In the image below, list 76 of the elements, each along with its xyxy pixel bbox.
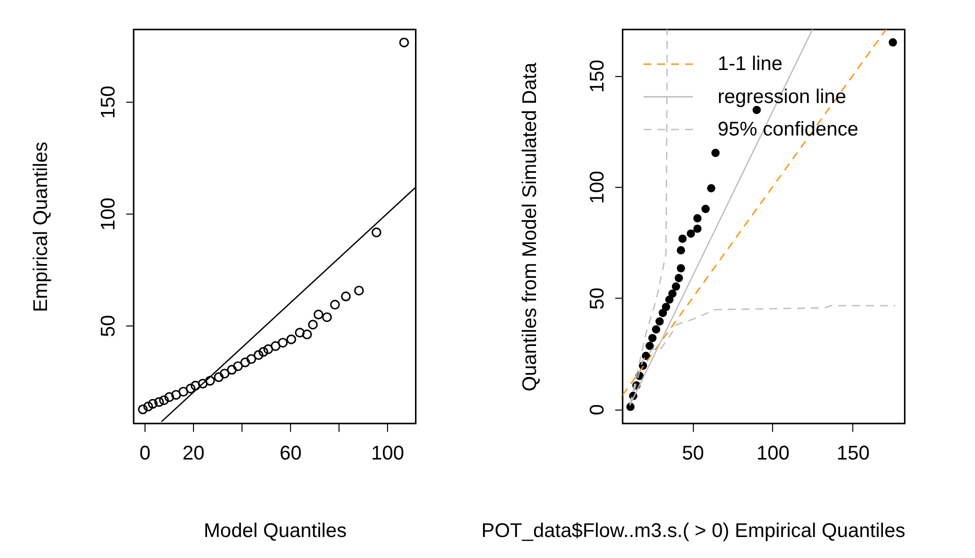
point [662,302,670,312]
point [676,264,686,272]
point [340,292,351,302]
x-tick-label: 60 [280,442,302,465]
point [214,372,224,382]
point [322,312,332,322]
y-tick-label: 150 [586,60,608,93]
x-axis-title: POT_data$Flow..m3.s.( > 0) Empirical Quantiles [481,520,906,542]
point [711,148,720,158]
point [648,334,657,342]
point [258,347,268,357]
point [626,402,635,411]
y-axis-title: Quantiles from Model Simulated Data [519,62,542,392]
y-tick-label: 100 [586,170,608,204]
y-tick-label: 50 [97,314,120,337]
point [672,282,680,291]
point [693,224,702,233]
point [676,246,686,254]
point [278,338,288,348]
point [294,328,305,338]
point [652,325,660,334]
point [233,361,243,372]
point [190,380,200,391]
y-tick-label: 0 [586,404,608,416]
point [701,204,710,214]
y-axis-title: Empirical Quantiles [30,142,52,312]
x-tick-label: 20 [182,442,205,465]
point [178,386,188,397]
point [198,378,208,389]
y-tick-label: 100 [97,198,120,231]
point [372,228,382,238]
point [665,296,674,304]
point [226,364,237,375]
x-tick-label: 50 [682,442,704,465]
point [707,184,716,192]
point [254,350,264,360]
point [308,320,318,330]
x-tick-label: 100 [756,442,790,465]
point [399,38,409,48]
point [143,402,154,412]
point [302,330,312,340]
point [354,286,364,296]
point [655,317,664,326]
x-tick-label: 0 [140,442,151,465]
point [138,404,148,414]
point [154,397,164,407]
point [674,274,683,282]
point [159,395,169,406]
point [270,341,280,351]
point [678,234,687,243]
point [888,38,898,47]
point [246,354,256,364]
point [658,308,667,318]
point [330,300,340,310]
legend-label: 1-1 line [718,53,783,76]
legend-label: 95% confidence [718,118,858,140]
point [164,392,174,402]
point [171,390,181,400]
point [668,289,677,298]
x-tick-label: 100 [371,442,404,465]
x-tick-label: 150 [836,442,870,465]
point [286,334,296,344]
point [186,384,196,394]
point [240,358,250,368]
point [148,398,158,409]
y-tick-label: 150 [97,86,120,119]
point [263,344,274,354]
point [686,229,695,238]
x-axis-title: Model Quantiles [204,520,347,542]
y-tick-label: 50 [586,288,608,310]
point [205,376,215,386]
point [646,342,654,350]
point [693,214,702,222]
point [220,368,230,378]
legend-label: regression line [718,86,846,108]
point [314,310,324,320]
